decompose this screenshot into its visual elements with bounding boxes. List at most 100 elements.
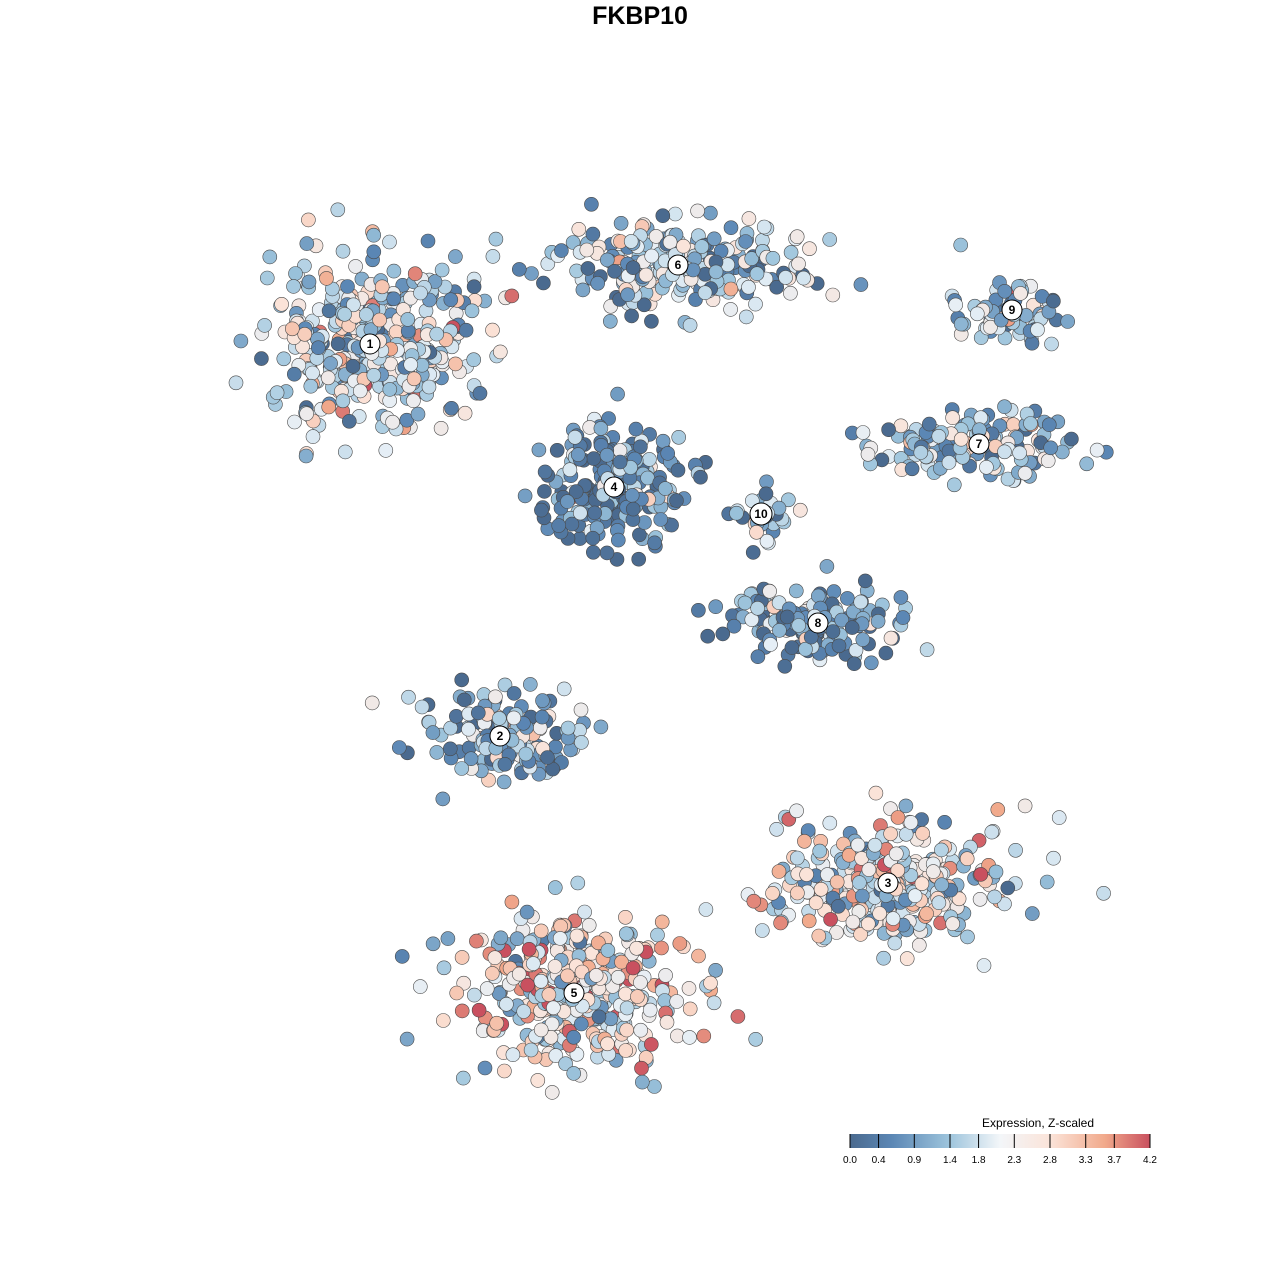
data-point — [547, 959, 563, 974]
data-point — [323, 356, 338, 371]
data-point — [487, 950, 503, 966]
legend-tick-label: 1.8 — [972, 1155, 986, 1166]
data-point — [257, 318, 272, 333]
data-point — [671, 429, 687, 445]
data-point — [577, 904, 592, 920]
data-point — [599, 545, 615, 561]
data-point — [845, 914, 861, 930]
data-point — [834, 612, 850, 628]
data-point — [953, 431, 969, 447]
data-point — [1060, 314, 1075, 329]
data-point — [644, 248, 660, 264]
cluster-label-2: 2 — [489, 725, 511, 747]
data-point — [1046, 293, 1061, 309]
data-point — [499, 996, 514, 1012]
data-point — [682, 1030, 697, 1045]
data-point — [613, 216, 629, 231]
data-point — [667, 206, 683, 222]
data-point — [946, 477, 962, 493]
data-point — [518, 746, 534, 762]
data-point — [579, 242, 595, 258]
data-point — [406, 371, 422, 387]
data-point — [744, 251, 760, 266]
data-point — [551, 518, 567, 533]
data-point — [925, 864, 941, 879]
data-point — [914, 876, 930, 892]
data-point — [399, 1031, 415, 1047]
data-point — [765, 250, 781, 266]
data-point — [756, 219, 772, 235]
data-point — [987, 889, 1002, 905]
data-point — [382, 382, 398, 397]
data-point — [549, 442, 565, 458]
data-point — [953, 237, 969, 253]
data-point — [407, 266, 423, 282]
data-point — [624, 308, 639, 324]
data-point — [299, 236, 315, 251]
data-point — [372, 312, 387, 328]
data-point — [298, 448, 314, 464]
data-point — [305, 365, 320, 381]
data-point — [466, 987, 482, 1003]
data-point — [634, 1074, 650, 1090]
data-point — [937, 814, 952, 830]
data-point — [386, 291, 402, 307]
data-point — [872, 906, 887, 921]
data-point — [553, 918, 569, 934]
data-point — [489, 1015, 505, 1031]
data-point — [588, 968, 604, 983]
data-point — [883, 630, 899, 646]
data-point — [706, 995, 722, 1011]
data-point — [366, 244, 382, 260]
data-point — [522, 677, 538, 692]
cluster-label-text: 8 — [815, 616, 822, 630]
data-point — [783, 285, 798, 301]
data-point — [497, 756, 513, 772]
cluster-label-3: 3 — [877, 872, 899, 894]
data-point — [560, 494, 575, 509]
data-point — [945, 410, 960, 426]
data-point — [525, 956, 541, 971]
data-point — [868, 785, 884, 801]
data-point — [769, 279, 785, 295]
data-point — [340, 279, 355, 294]
data-point — [547, 880, 563, 895]
data-point — [669, 493, 684, 508]
data-point — [537, 464, 553, 480]
data-point — [1051, 810, 1067, 825]
data-point — [412, 979, 428, 994]
data-point — [585, 530, 601, 546]
data-point — [822, 815, 838, 831]
data-point — [504, 894, 520, 910]
data-point — [796, 270, 811, 286]
data-point — [911, 937, 927, 953]
data-point — [469, 933, 484, 949]
data-point — [984, 824, 1000, 840]
data-point — [310, 340, 326, 356]
data-point — [765, 885, 780, 901]
data-point — [853, 277, 869, 292]
data-point — [488, 689, 503, 705]
data-point — [535, 693, 550, 708]
data-point — [797, 833, 812, 849]
data-point — [457, 405, 473, 421]
legend-tick-label: 4.2 — [1143, 1155, 1157, 1166]
data-point — [810, 588, 826, 604]
data-point — [820, 867, 835, 882]
data-point — [414, 699, 430, 715]
data-point — [893, 418, 909, 434]
data-point — [530, 1073, 546, 1088]
data-point — [1013, 286, 1028, 301]
legend-tick-label: 0.4 — [872, 1155, 886, 1166]
data-point — [853, 594, 869, 610]
cluster-label-text: 2 — [497, 729, 504, 743]
data-point — [585, 544, 601, 560]
data-point — [286, 279, 301, 294]
data-point — [830, 898, 846, 914]
data-point — [471, 1002, 487, 1018]
data-point — [1023, 416, 1038, 431]
data-point — [403, 357, 419, 372]
data-point — [491, 711, 507, 726]
data-point — [485, 322, 500, 338]
